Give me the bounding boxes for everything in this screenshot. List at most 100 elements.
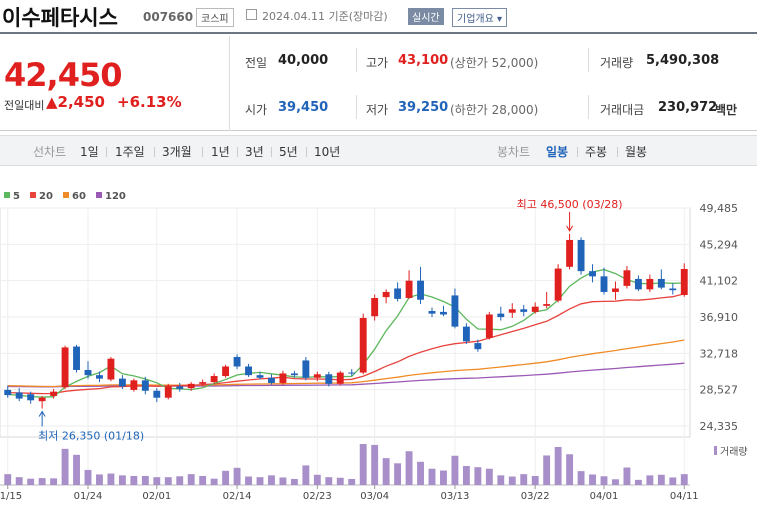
tab-1w[interactable]: 1주일 bbox=[115, 143, 145, 160]
volume-bar bbox=[96, 474, 103, 485]
volume-bar bbox=[406, 451, 413, 485]
volume-bar bbox=[497, 475, 504, 485]
candle-body bbox=[669, 288, 676, 290]
candle-body bbox=[188, 384, 195, 388]
candle-body bbox=[165, 386, 172, 397]
current-price: 42,450 bbox=[4, 56, 121, 94]
tab-weekly[interactable]: 주봉 bbox=[585, 143, 607, 160]
y-tick-label: 28,527 bbox=[700, 384, 739, 397]
volume-bar bbox=[394, 463, 401, 485]
volume-legend-swatch bbox=[714, 446, 717, 455]
line-chart-label: 선차트 bbox=[33, 143, 66, 160]
x-tick-label: 02/14 bbox=[223, 491, 252, 502]
stock-chart: 5 20 60 120 49,485 45,294 41,102 36,910 32,718 2… bbox=[0, 166, 757, 515]
volume-bar bbox=[73, 455, 80, 485]
volume-bar bbox=[291, 479, 298, 485]
volume-bar bbox=[589, 474, 596, 485]
volume-bar bbox=[429, 469, 436, 485]
volume-bar bbox=[669, 477, 676, 485]
volume-bar bbox=[119, 475, 126, 485]
volume-bar bbox=[601, 476, 608, 485]
candle-body bbox=[222, 366, 229, 376]
candle-body bbox=[176, 386, 183, 389]
divider bbox=[106, 147, 107, 157]
volume-bar bbox=[509, 477, 516, 485]
company-info-button[interactable]: 기업개요 ▾ bbox=[452, 8, 507, 27]
volume-bar bbox=[50, 478, 57, 485]
legend-label-ma120: 120 bbox=[105, 191, 126, 202]
volume-bar bbox=[646, 475, 653, 485]
volume-bar bbox=[222, 471, 229, 485]
volume-bar bbox=[257, 477, 264, 485]
tab-3y[interactable]: 3년 bbox=[245, 143, 264, 160]
tab-daily[interactable]: 일봉 bbox=[546, 143, 568, 160]
candle-body bbox=[509, 309, 516, 312]
candle-body bbox=[623, 270, 630, 286]
volume-bar bbox=[130, 476, 137, 485]
x-axis: 01/15 01/24 02/01 02/14 02/23 03/04 03/13 03/22… bbox=[0, 485, 699, 502]
candle-body bbox=[555, 269, 562, 301]
candle-body bbox=[27, 394, 34, 400]
low-label: 저가 bbox=[366, 101, 388, 118]
volume-bar bbox=[211, 479, 218, 485]
volume-bar bbox=[635, 480, 642, 485]
volume-bar bbox=[85, 470, 92, 485]
candle-body bbox=[234, 357, 241, 367]
y-tick-label: 32,718 bbox=[700, 347, 739, 360]
tab-1d[interactable]: 1일 bbox=[80, 143, 99, 160]
volume-bar bbox=[153, 477, 160, 485]
divider bbox=[229, 36, 230, 131]
volume-bar bbox=[107, 474, 114, 485]
x-tick-label: 02/01 bbox=[142, 491, 171, 502]
candle-body bbox=[360, 318, 367, 373]
candle-body bbox=[245, 366, 252, 375]
volume-bar bbox=[360, 444, 367, 485]
candle-body bbox=[463, 327, 470, 342]
candle-body bbox=[39, 398, 46, 401]
volume-bar bbox=[39, 478, 46, 485]
tab-3m[interactable]: 3개월 bbox=[162, 143, 192, 160]
volume-bar bbox=[417, 462, 424, 485]
tab-10y[interactable]: 10년 bbox=[314, 143, 340, 160]
divider bbox=[202, 147, 203, 157]
volume-bar bbox=[27, 479, 34, 485]
candle-body bbox=[314, 374, 321, 377]
candle-body bbox=[589, 271, 596, 276]
volume-bar bbox=[268, 475, 275, 485]
legend-swatch-ma20 bbox=[30, 192, 36, 198]
candle-body bbox=[451, 295, 458, 326]
candle-body bbox=[96, 375, 103, 378]
x-tick-label: 03/22 bbox=[521, 491, 550, 502]
tab-5y[interactable]: 5년 bbox=[279, 143, 298, 160]
candle-body bbox=[601, 276, 608, 292]
tab-1y[interactable]: 1년 bbox=[211, 143, 230, 160]
realtime-button[interactable]: 실시간 bbox=[408, 8, 444, 25]
candle-body bbox=[371, 298, 378, 316]
x-tick-label: 04/11 bbox=[670, 491, 699, 502]
legend-swatch-ma120 bbox=[96, 192, 102, 198]
legend-label-ma60: 60 bbox=[72, 191, 86, 202]
candle-body bbox=[199, 382, 206, 384]
candle-body bbox=[532, 307, 539, 312]
candle-body bbox=[142, 380, 149, 390]
candle-body bbox=[520, 309, 527, 312]
candle-body bbox=[107, 359, 114, 380]
candle-body bbox=[646, 279, 653, 289]
date-text: 2024.04.11 기준(장마감) bbox=[262, 8, 388, 24]
open-label: 시가 bbox=[245, 101, 267, 118]
candle-body bbox=[417, 281, 424, 300]
volume-label: 거래량 bbox=[600, 54, 633, 71]
volume-bar bbox=[188, 474, 195, 485]
x-tick-label: 03/13 bbox=[441, 491, 470, 502]
candle-body bbox=[635, 279, 642, 289]
volume-bar bbox=[612, 479, 619, 485]
volume-bar bbox=[348, 479, 355, 485]
candle-body bbox=[257, 375, 264, 378]
candle-body bbox=[153, 391, 160, 398]
company-name: 이수페타시스 bbox=[2, 2, 118, 32]
volume-bar bbox=[234, 468, 241, 485]
x-tick-label: 02/23 bbox=[303, 491, 332, 502]
tab-monthly[interactable]: 월봉 bbox=[625, 143, 647, 160]
legend-label-ma5: 5 bbox=[13, 191, 20, 202]
candle-body bbox=[337, 373, 344, 384]
